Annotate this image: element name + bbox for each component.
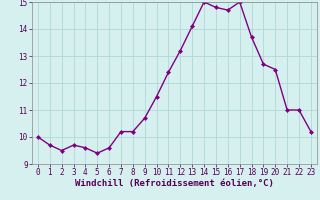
- X-axis label: Windchill (Refroidissement éolien,°C): Windchill (Refroidissement éolien,°C): [75, 179, 274, 188]
